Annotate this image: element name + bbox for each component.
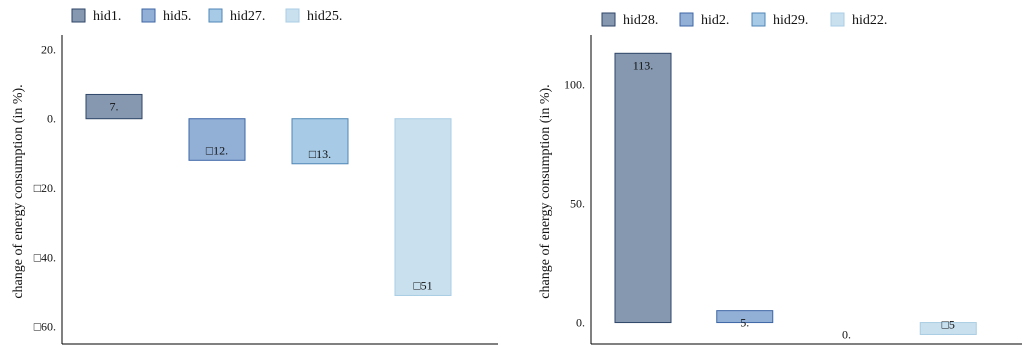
y-tick-label: □40. <box>34 250 56 264</box>
y-tick-label: 0. <box>576 316 585 330</box>
bar-hid28 <box>615 53 671 322</box>
chart-2: 100. 50. 0. change of energy consumption (i… <box>538 13 1022 344</box>
data-label: 0. <box>842 328 851 342</box>
y-tick-label: 0. <box>47 112 56 126</box>
data-label: □5 <box>942 317 955 331</box>
legend-swatch <box>602 13 615 26</box>
legend-label: hid29. <box>773 13 808 28</box>
legend-label: hid22. <box>852 13 887 28</box>
y-tick-label: 100. <box>564 77 585 91</box>
legend-label: hid25. <box>307 9 342 24</box>
chart-1: 20. 0. □20. □40. □60. change of energy consum… <box>11 9 498 344</box>
legend-swatch <box>752 13 765 26</box>
y-tick-label: □60. <box>34 320 56 334</box>
data-label: 7. <box>110 99 119 113</box>
y-tick-label: 20. <box>41 42 56 56</box>
legend-swatch <box>209 9 222 22</box>
legend-label: hid5. <box>163 9 191 24</box>
y-tick-label: □20. <box>34 181 56 195</box>
legend-swatch <box>72 9 85 22</box>
y-axis-title: change of energy consumption (in %). <box>11 84 26 298</box>
legend-label: hid1. <box>93 9 121 24</box>
y-tick-label: 50. <box>570 196 585 210</box>
legend-swatch <box>286 9 299 22</box>
legend-swatch <box>142 9 155 22</box>
legend-swatch <box>831 13 844 26</box>
data-label: 113. <box>633 58 654 72</box>
legend-label: hid27. <box>230 9 265 24</box>
data-label: □51 <box>413 278 432 292</box>
legend-swatch <box>680 13 693 26</box>
legend-label: hid2. <box>701 13 729 28</box>
legend-label: hid28. <box>623 13 658 28</box>
bar-hid25 <box>395 119 451 296</box>
data-label: 5. <box>740 316 749 330</box>
y-axis-title: change of energy consumption (in %). <box>538 84 553 298</box>
data-label: □13. <box>309 147 331 161</box>
data-label: □12. <box>206 143 228 157</box>
